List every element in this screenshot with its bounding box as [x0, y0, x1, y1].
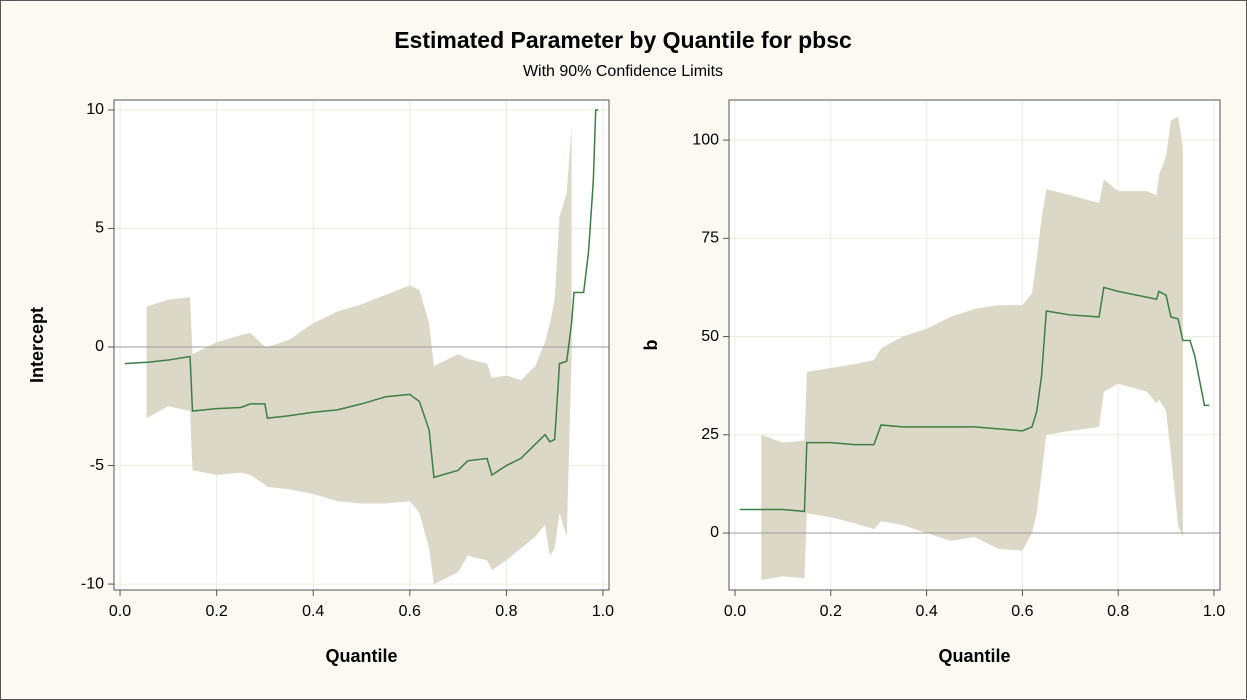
- x-tick-label: 1.0: [1203, 603, 1225, 620]
- y-tick-label: 50: [701, 328, 719, 345]
- estimate-line: [739, 286, 1210, 513]
- y-tick-label: 100: [692, 131, 719, 148]
- y-tick-label: 25: [701, 426, 719, 443]
- estimate-line: [124, 109, 599, 479]
- x-tick-label: 0.4: [302, 603, 324, 620]
- axis-frame: [728, 99, 1221, 591]
- x-tick-label: 0.8: [495, 603, 517, 620]
- x-tick-label: 0.0: [724, 603, 746, 620]
- x-tick-label: 0.6: [1011, 603, 1033, 620]
- y-tick-label: -10: [81, 575, 104, 592]
- x-tick-label: 0.0: [109, 603, 131, 620]
- axis-frame: [113, 99, 610, 591]
- y-tick-label: 5: [95, 220, 104, 237]
- y-tick-label: 0: [710, 524, 719, 541]
- y-axis-label: b: [641, 340, 661, 351]
- x-tick-label: 0.4: [915, 603, 937, 620]
- x-tick-label: 1.0: [592, 603, 614, 620]
- confidence-band: [761, 116, 1183, 581]
- x-tick-label: 0.6: [399, 603, 421, 620]
- y-tick-label: 10: [86, 101, 104, 118]
- x-axis-label: Quantile: [325, 646, 397, 666]
- x-tick-label: 0.2: [820, 603, 842, 620]
- x-axis-label: Quantile: [938, 646, 1010, 666]
- y-tick-label: 75: [701, 230, 719, 247]
- subtitle: With 90% Confidence Limits: [523, 63, 723, 80]
- x-tick-label: 0.2: [205, 603, 227, 620]
- x-tick-label: 0.8: [1107, 603, 1129, 620]
- y-tick-label: 0: [95, 338, 104, 355]
- title: Estimated Parameter by Quantile for pbsc: [394, 27, 852, 53]
- y-tick-label: -5: [90, 457, 104, 474]
- confidence-band: [146, 126, 572, 585]
- y-axis-label: Intercept: [27, 307, 47, 383]
